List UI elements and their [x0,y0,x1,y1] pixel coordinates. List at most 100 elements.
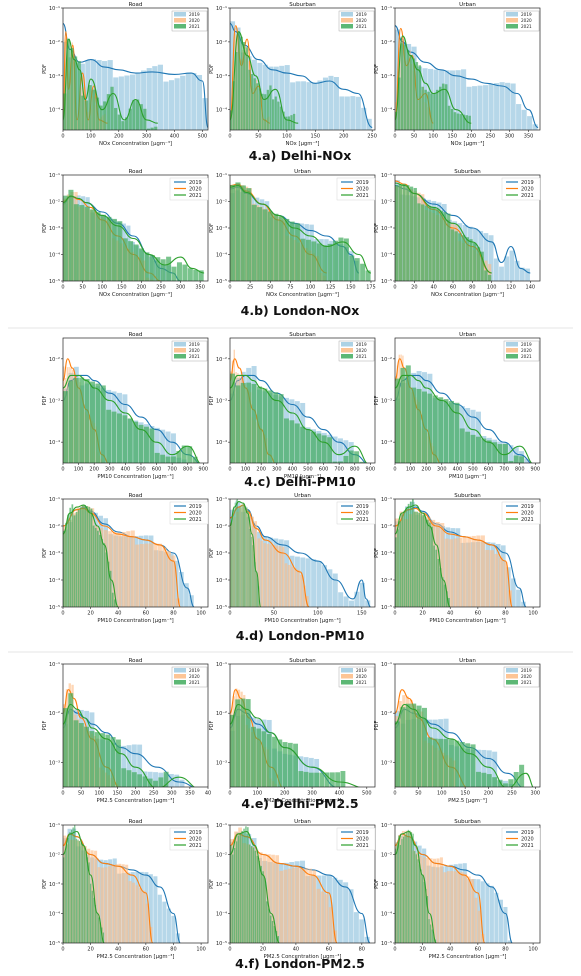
x-tick-label: 100 [487,285,497,291]
hist-bar [251,204,257,281]
hist-bar [430,745,435,787]
hist-bar [424,205,429,281]
legend-label: 2019 [189,504,202,510]
hist-bar [78,722,84,787]
histogram-2021 [230,698,346,787]
legend-label: 2021 [521,680,532,685]
hist-bar [142,776,148,787]
x-axis-label: PM10 [μgm⁻³] [284,473,321,480]
hist-bar [303,585,306,607]
hist-bar [283,418,289,463]
x-tick-label: 150 [447,134,457,140]
hist-bar [230,845,232,943]
hist-bar [103,101,107,130]
hist-bar [260,865,262,943]
hist-bar [395,842,399,943]
hist-bar [233,517,236,607]
legend-swatch [341,24,353,29]
hist-bar [343,238,349,281]
hist-bar [180,75,186,130]
hist-bar [179,571,184,607]
hist-bar [279,870,284,943]
hist-bar [395,537,397,607]
legend-swatch [341,680,353,685]
hist-bar [399,521,401,607]
hist-bar [486,440,492,463]
hist-bar [293,239,297,281]
hist-bar [424,517,427,607]
hist-bar [99,534,101,607]
hist-bar [230,110,233,130]
hist-bar [405,365,411,463]
hist-bar [246,188,252,281]
hist-bar [470,434,476,463]
hist-bar [295,81,301,130]
x-axis-label: PM10 Concentration [μgm⁻³] [97,617,173,624]
chart-panel: Urban 10⁻¹ 10⁻² 10⁻³ 10⁻⁴ 10⁻⁵ PDF 0 50 100 150 PM1… [209,493,376,624]
hist-bar [308,757,314,787]
x-tick-label: 0 [61,467,64,473]
legend-swatch [341,18,353,23]
hist-bar [128,241,134,281]
hist-bar [480,251,484,281]
x-tick-label: 0 [228,467,231,473]
hist-bar [493,258,499,281]
legend-label: 2020 [356,348,367,353]
hist-bar [279,65,285,130]
y-tick-label: 10⁻² [381,357,392,363]
hist-bar [459,741,465,787]
y-axis-label: PDF [374,396,380,406]
hist-bar [243,41,246,130]
x-tick-label: 800 [350,467,360,473]
legend-label: 2021 [356,680,367,685]
x-tick-label: 80 [170,947,176,953]
hist-bar [441,752,445,787]
hist-bar [354,591,360,607]
x-tick-label: 900 [531,467,541,473]
hist-bar [114,864,118,943]
x-tick-label: 60 [143,947,149,953]
hist-bar [415,854,417,943]
hist-bar [310,431,316,463]
hist-bar [232,81,235,130]
hist-bar [250,74,254,130]
hist-bar [316,433,322,463]
hist-bar [409,186,414,281]
hist-bar [148,874,153,943]
hist-bar [505,82,511,130]
hist-bar [454,740,460,787]
hist-bar [75,511,78,607]
y-axis-label: PDF [209,396,215,406]
hist-bar [202,98,208,130]
hist-bar [417,859,419,943]
hist-bar [474,897,478,943]
hist-bar [271,854,275,943]
hist-bar [472,86,478,130]
y-tick-label: 10⁻⁴ [216,440,227,446]
hist-bar [311,241,317,281]
hist-bar [476,535,481,607]
hist-bar [63,195,69,281]
hist-bar [233,506,235,607]
x-tick-label: 50 [271,611,277,617]
legend-label: 2020 [521,348,532,353]
hist-bar [88,85,92,130]
hist-bar [66,38,70,130]
hist-bar [339,96,345,130]
legend-label: 2021 [521,193,534,199]
hist-bar [453,871,457,943]
hist-bar [420,869,422,943]
hist-bar [294,423,300,463]
hist-bar [253,553,255,607]
hist-bar [516,589,521,607]
x-tick-label: 250 [507,791,517,797]
hist-bar [439,857,443,943]
hist-bar [420,711,424,787]
hist-bar [239,506,241,607]
hist-bar [165,456,171,463]
hist-bar [464,873,468,943]
hist-bar [256,83,259,130]
